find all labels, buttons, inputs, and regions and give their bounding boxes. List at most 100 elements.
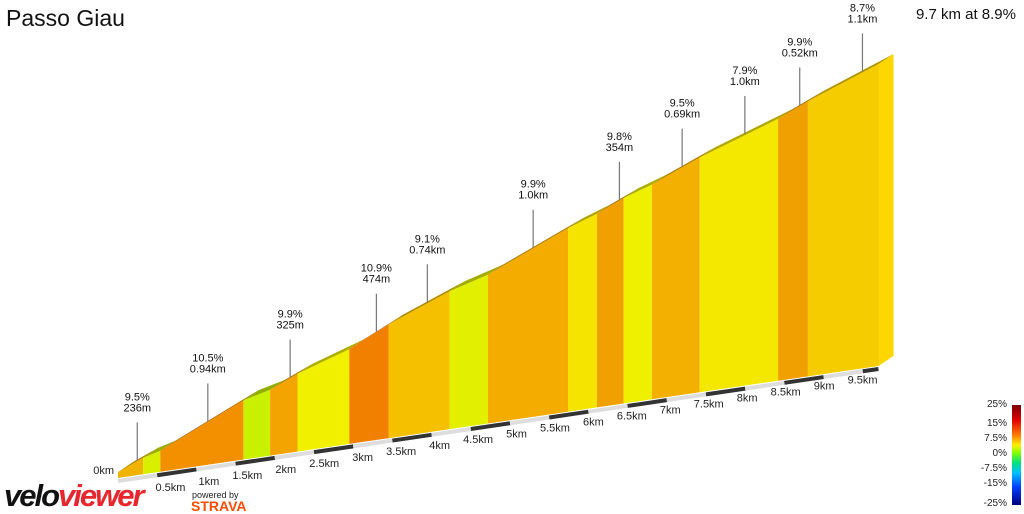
baseline-band (352, 438, 393, 449)
segment-top (297, 339, 365, 374)
x-tick-label: 1.5km (232, 470, 262, 482)
profile-end-face (878, 54, 894, 366)
segment-top (118, 447, 159, 472)
legend-label: 0% (992, 448, 1007, 459)
segment-face (118, 457, 144, 478)
annotation-gradient: 10.5% (192, 352, 223, 364)
baseline-band (705, 386, 746, 397)
x-tick-label: 8.5km (771, 386, 801, 398)
x-tick-label: 4km (429, 440, 450, 452)
annotation-length: 1.0km (730, 76, 760, 88)
x-tick-label: 5km (506, 428, 527, 440)
segment-top (160, 390, 259, 451)
annotation-length: 325m (276, 319, 304, 331)
annotation-length: 0.52km (782, 48, 818, 60)
segment-face (160, 400, 244, 472)
segment-top (568, 203, 612, 229)
segment-top (388, 281, 465, 325)
segment-face (143, 450, 161, 475)
segment-face (623, 184, 652, 404)
segment-face (270, 373, 298, 456)
baseline-band (862, 366, 879, 374)
x-tick-label: 3.5km (386, 446, 416, 458)
annotation-gradient: 10.9% (361, 263, 392, 275)
annotation-length: 354m (606, 142, 634, 154)
segment-top (243, 379, 286, 401)
segment-top (597, 188, 639, 214)
x-tick-label: 8km (737, 392, 758, 404)
segment-top (778, 91, 823, 119)
segment-top (143, 440, 176, 458)
segment-face (243, 389, 271, 460)
baseline-band (666, 392, 707, 403)
x-tick-label: 5.5km (540, 422, 570, 434)
x-tick-label: 2km (275, 464, 296, 476)
segment-top (270, 363, 313, 390)
climb-summary: 9.7 km at 8.9% (915, 6, 1016, 23)
x-tick-label: 2.5km (309, 458, 339, 470)
segment-top (488, 218, 583, 275)
segment-top (807, 54, 894, 102)
segment-top (651, 147, 715, 185)
baseline-band (627, 398, 668, 408)
segment-face (388, 291, 450, 439)
segment-face (778, 101, 808, 381)
annotation-gradient: 9.9% (521, 179, 546, 191)
segment-top (449, 264, 503, 292)
annotation-gradient: 8.7% (850, 2, 875, 14)
baseline-band (548, 409, 589, 420)
x-tick-label: 6.5km (617, 410, 647, 422)
segment-face (297, 349, 350, 452)
annotation-gradient: 9.1% (415, 233, 440, 245)
baseline-band (509, 415, 550, 426)
x-tick-label: 4.5km (463, 434, 493, 446)
legend-label: 25% (986, 399, 1007, 410)
gradient-legend-bar (1012, 405, 1021, 505)
annotation-gradient: 9.5% (670, 98, 695, 110)
legend-label: -7.5% (980, 463, 1007, 474)
baseline-band (196, 461, 236, 472)
segment-face (488, 228, 568, 424)
segment-top (349, 314, 404, 350)
baseline-band (784, 375, 824, 385)
baseline-band (431, 427, 472, 437)
x-tick-label: 6km (583, 416, 604, 428)
baseline-band (313, 444, 354, 455)
baseline-band (235, 455, 276, 466)
baseline-band (117, 473, 158, 483)
baseline-band (588, 403, 628, 414)
baseline-band (823, 369, 864, 380)
x-tick-label: 3km (352, 452, 373, 464)
segment-face (349, 324, 389, 444)
x-tick-label: 9km (814, 380, 835, 392)
annotation-length: 236m (123, 402, 151, 414)
annotation-gradient: 9.8% (607, 131, 632, 143)
strava-logo[interactable]: STRAVA (191, 498, 247, 514)
annotation-length: 474m (363, 274, 391, 286)
legend-label: -25% (983, 498, 1007, 509)
baseline-band (744, 380, 785, 391)
x-tick-label: 7.5km (694, 398, 724, 410)
segment-face (807, 64, 879, 377)
powered-by-text: powered by (192, 490, 239, 500)
annotation-length: 0.94km (190, 363, 226, 375)
climb-title: Passo Giau (6, 5, 125, 31)
segment-face (597, 198, 624, 408)
annotation-gradient: 9.9% (278, 308, 303, 320)
legend-label: 15% (986, 418, 1007, 429)
legend-label: -15% (983, 478, 1007, 489)
annotation-length: 0.74km (409, 244, 445, 256)
veloviewer-logo[interactable]: veloviewer (4, 478, 145, 513)
segment-face (449, 274, 488, 430)
segment-top (699, 108, 794, 158)
segment-face (651, 157, 700, 400)
annotation-gradient: 7.9% (732, 65, 757, 77)
annotation-length: 1.1km (847, 13, 877, 25)
segment-face (568, 213, 597, 412)
legend-label: 7.5% (984, 433, 1007, 444)
x-tick-label: 0km (93, 465, 114, 477)
annotation-gradient: 9.5% (125, 391, 150, 403)
x-tick-label: 9.5km (848, 374, 878, 386)
segment-face (699, 118, 779, 393)
